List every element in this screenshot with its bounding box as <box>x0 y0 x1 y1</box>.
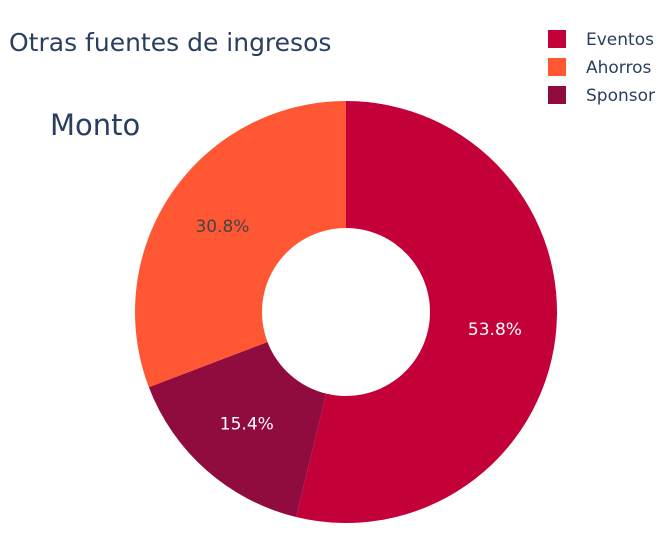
legend-label-ahorros: Ahorros <box>586 58 652 78</box>
slice-label-eventos: 53.8% <box>468 320 522 340</box>
legend-swatch-ahorros <box>548 58 566 76</box>
subplot-title: Monto <box>50 108 140 142</box>
chart-title: Otras fuentes de ingresos <box>9 28 331 57</box>
slice-labels: 53.8% 15.4% 30.8% <box>195 217 521 435</box>
legend-label-sponsor: Sponsor <box>586 86 655 106</box>
legend-swatch-eventos <box>548 30 566 48</box>
legend-item-sponsor[interactable]: Sponsor <box>548 86 655 106</box>
slice-label-sponsor: 15.4% <box>220 415 274 435</box>
legend-swatch-sponsor <box>548 86 566 104</box>
legend: Eventos Ahorros Sponsor <box>548 30 655 106</box>
legend-item-ahorros[interactable]: Ahorros <box>548 58 652 78</box>
slice-sponsor[interactable] <box>148 341 327 518</box>
donut-slices <box>135 101 557 523</box>
slice-eventos[interactable] <box>296 101 557 523</box>
legend-label-eventos: Eventos <box>586 30 654 50</box>
slice-label-ahorros: 30.8% <box>195 217 249 237</box>
legend-item-eventos[interactable]: Eventos <box>548 30 654 50</box>
slice-ahorros[interactable] <box>135 101 346 388</box>
